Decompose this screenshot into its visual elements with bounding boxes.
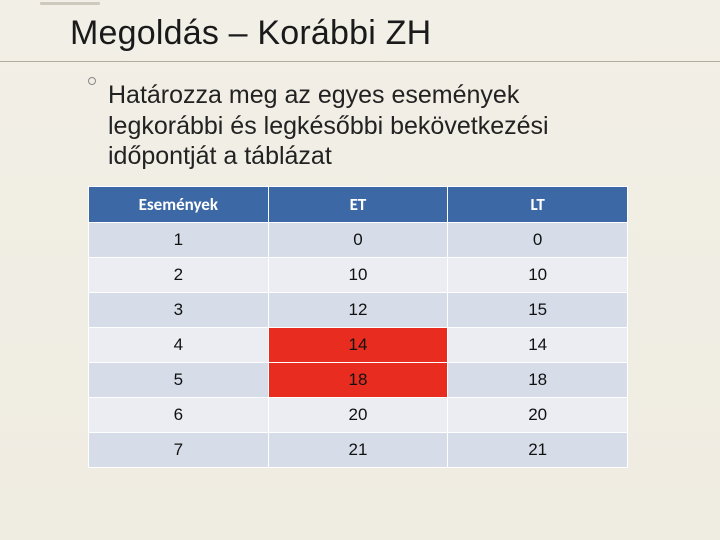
table-cell: 6 [89, 397, 269, 432]
table-cell: 3 [89, 292, 269, 327]
table-cell: 10 [268, 257, 448, 292]
bullet-icon [88, 77, 96, 85]
table-row: 41414 [89, 327, 628, 362]
table-cell: 1 [89, 222, 269, 257]
table-row: 31215 [89, 292, 628, 327]
decorative-top-bar [40, 2, 100, 5]
table-cell: 2 [89, 257, 269, 292]
table-cell: 18 [268, 362, 448, 397]
table-cell: 18 [448, 362, 628, 397]
table-cell: 21 [448, 432, 628, 467]
table-row: 51818 [89, 362, 628, 397]
table-cell: 15 [448, 292, 628, 327]
col-et: ET [268, 186, 448, 222]
table-cell: 10 [448, 257, 628, 292]
table-body: 100210103121541414518186202072121 [89, 222, 628, 467]
slide: Megoldás – Korábbi ZH Határozza meg az e… [0, 0, 720, 540]
table-cell: 21 [268, 432, 448, 467]
table-cell: 5 [89, 362, 269, 397]
table-row: 72121 [89, 432, 628, 467]
events-table: Események ET LT 100210103121541414518186… [88, 186, 628, 468]
table-cell: 4 [89, 327, 269, 362]
table-cell: 20 [268, 397, 448, 432]
table-cell: 14 [448, 327, 628, 362]
table-cell: 12 [268, 292, 448, 327]
table-row: 100 [89, 222, 628, 257]
table-cell: 7 [89, 432, 269, 467]
col-lt: LT [448, 186, 628, 222]
table-cell: 14 [268, 327, 448, 362]
page-title: Megoldás – Korábbi ZH [0, 14, 720, 62]
table-row: 21010 [89, 257, 628, 292]
table-cell: 0 [268, 222, 448, 257]
table-cell: 20 [448, 397, 628, 432]
table-cell: 0 [448, 222, 628, 257]
col-events: Események [89, 186, 269, 222]
intro-paragraph: Határozza meg az egyes események legkorá… [0, 62, 640, 172]
table-row: 62020 [89, 397, 628, 432]
table-header-row: Események ET LT [89, 186, 628, 222]
